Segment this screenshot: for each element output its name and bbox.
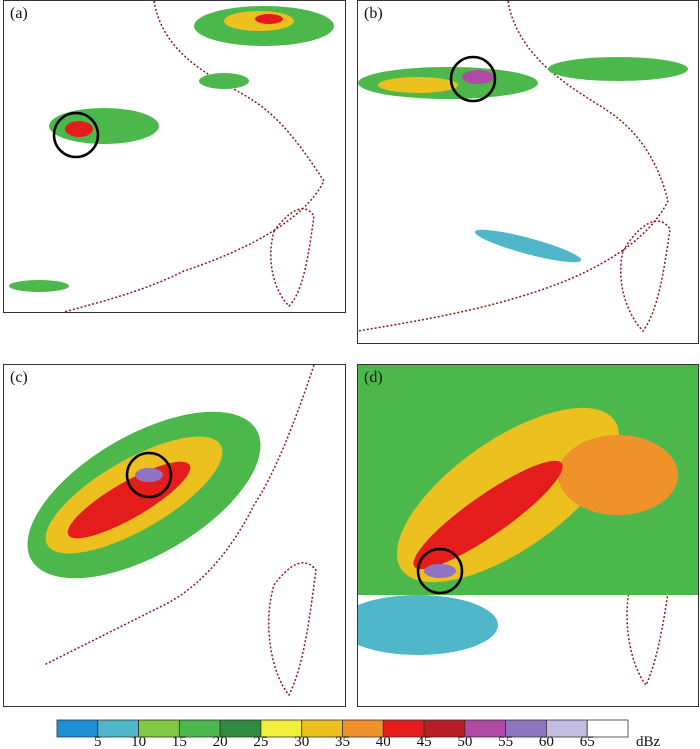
echo [548,57,688,81]
radar-panel: (c) [3,364,346,707]
echo [558,435,678,515]
highlight-circle [52,111,100,159]
colorbar-tick-label: 20 [213,734,228,749]
echo [135,468,163,482]
island [268,562,317,697]
echo [378,77,458,93]
highlight-circle [125,451,173,499]
echo [424,564,456,578]
panel-label: (c) [10,369,28,386]
echo [67,461,191,539]
radar-map [358,365,698,687]
colorbar-tick-label: 25 [253,734,268,749]
echo [9,280,69,292]
colorbar-unit: dBz [636,734,661,749]
colorbar-tick-label: 65 [580,734,595,749]
echo [65,121,93,137]
echo [358,595,498,655]
coastline [63,1,325,312]
echo [49,108,159,144]
radar-panel: (a) [3,0,346,313]
colorbar-tick-label: 55 [498,734,513,749]
colorbar-tick-label: 60 [539,734,554,749]
radar-panel: (b) [357,0,699,344]
panel-label: (a) [10,5,28,22]
echo [474,229,582,263]
radar-map [27,365,317,697]
colorbar-tick-label: 50 [457,734,472,749]
coastline [358,1,669,332]
echo [462,70,494,84]
colorbar-tick-label: 10 [131,734,146,749]
highlight-circle [449,55,497,103]
radar-panel: (d) [357,364,699,707]
echo [255,14,283,24]
panel-label: (d) [364,369,383,386]
colorbar-tick-label: 40 [376,734,391,749]
highlight-circle [416,547,464,595]
island [270,208,315,308]
radar-map [358,1,688,333]
island [620,220,671,333]
echo [199,73,249,89]
colorbar-tick-label: 30 [294,734,309,749]
colorbar: 5 10 15 20 25 30 35 40 45 50 55 60 65 dBz [56,719,661,749]
echo [413,460,563,570]
colorbar-tick-label: 35 [335,734,350,749]
colorbar-tick-label: 45 [417,734,432,749]
panel-label: (b) [364,5,383,22]
colorbar-tick-label: 15 [172,734,187,749]
color-swatch [56,719,99,738]
color-swatch [586,719,629,738]
radar-map [9,1,334,312]
colorbar-tick-label: 5 [94,734,102,749]
